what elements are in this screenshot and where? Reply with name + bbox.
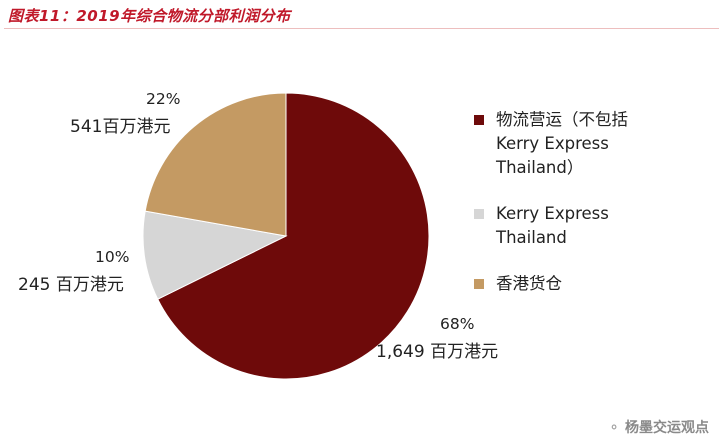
chart-title: 图表11：2019年综合物流分部利润分布 — [8, 7, 291, 25]
chart-legend: 物流营运（不包括 Kerry Express Thailand） Kerry E… — [470, 108, 710, 318]
slice-percent-label: 10% — [95, 248, 129, 266]
legend-swatch — [474, 209, 484, 219]
title-divider — [4, 28, 719, 29]
watermark-text: 杨墨交运观点 — [625, 420, 709, 436]
legend-label: Kerry Express Thailand — [496, 204, 609, 247]
pie-slice — [144, 92, 287, 237]
slice-value-label: 245 百万港元 — [18, 275, 124, 295]
slice-percent-label: 68% — [440, 315, 474, 333]
legend-label: 香港货仓 — [496, 274, 562, 293]
watermark: ⚬ 杨墨交运观点 — [608, 417, 709, 437]
pie-slice — [157, 92, 430, 380]
legend-label: 物流营运（不包括 Kerry Express Thailand） — [496, 110, 628, 177]
pie-slice — [142, 210, 288, 300]
legend-item: Kerry Express Thailand — [470, 202, 710, 250]
legend-item: 物流营运（不包括 Kerry Express Thailand） — [470, 108, 710, 180]
wechat-icon: ⚬ — [608, 420, 620, 436]
legend-swatch — [474, 279, 484, 289]
slice-value-label: 541百万港元 — [70, 117, 170, 137]
legend-item: 香港货仓 — [470, 272, 710, 296]
slice-percent-label: 22% — [146, 90, 180, 108]
legend-swatch — [474, 115, 484, 125]
slice-value-label: 1,649 百万港元 — [376, 342, 498, 362]
